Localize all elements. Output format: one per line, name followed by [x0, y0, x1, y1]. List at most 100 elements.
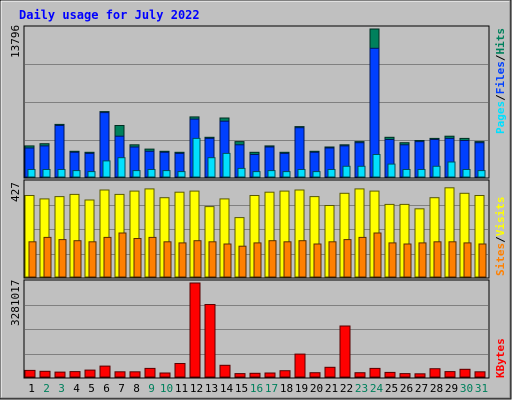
bar-pages	[237, 167, 246, 178]
bar-sites	[73, 240, 82, 278]
bar-kbytes	[144, 367, 156, 378]
legend-files: Files	[494, 61, 507, 94]
bar-pages	[147, 169, 156, 178]
bar-pages	[57, 169, 66, 178]
bar-sites	[43, 236, 52, 278]
bar-sites	[433, 241, 442, 278]
bar-kbytes	[129, 371, 141, 378]
bar-pages	[267, 170, 276, 178]
bar-sites	[223, 243, 232, 278]
bar-kbytes	[114, 371, 126, 378]
chart-panels	[23, 25, 490, 379]
bar-sites	[358, 236, 367, 278]
chart-panel	[23, 179, 490, 279]
bar-pages	[432, 165, 441, 178]
bar-sites	[388, 242, 397, 278]
bar-sites	[403, 243, 412, 278]
bar-pages	[312, 171, 321, 178]
x-tick-label: 16	[250, 382, 263, 395]
x-tick-label: 29	[445, 382, 458, 395]
x-tick-label: 6	[103, 382, 110, 395]
bar-sites	[28, 241, 37, 278]
bar-kbytes	[339, 325, 351, 378]
bar-kbytes	[459, 368, 471, 378]
bar-pages	[87, 171, 96, 178]
x-tick-label: 27	[415, 382, 428, 395]
x-tick-label: 25	[385, 382, 398, 395]
bar-pages	[282, 171, 291, 178]
bar-pages	[132, 170, 141, 178]
x-tick-label: 4	[73, 382, 80, 395]
bar-pages	[27, 169, 36, 178]
bar-kbytes	[279, 370, 291, 378]
bar-kbytes	[69, 371, 81, 378]
bar-kbytes	[219, 364, 231, 378]
bar-sites	[133, 238, 142, 278]
bar-pages	[162, 170, 171, 178]
bar-pages	[327, 169, 336, 178]
bar-pages	[72, 170, 81, 178]
bar-sites	[193, 240, 202, 278]
bar-kbytes	[294, 353, 306, 378]
bar-sites	[373, 232, 382, 278]
bar-sites	[268, 240, 277, 278]
x-tick-label: 14	[220, 382, 234, 395]
y-max-label-top: 13796	[9, 25, 22, 58]
bar-pages	[42, 169, 51, 178]
legend-pages: Pages	[494, 101, 507, 134]
bar-sites	[253, 242, 262, 278]
bar-kbytes	[384, 371, 396, 378]
bar-kbytes	[354, 372, 366, 378]
bar-kbytes	[39, 370, 51, 378]
legend-middle: Sites/Visits	[494, 197, 507, 277]
bar-pages	[207, 157, 216, 178]
x-tick-label: 10	[160, 382, 173, 395]
bar-sites	[448, 241, 457, 278]
bar-sites	[163, 241, 172, 278]
chart-panel	[23, 279, 490, 379]
bar-pages	[462, 169, 471, 178]
bar-pages	[177, 171, 186, 178]
x-tick-label: 1	[28, 382, 35, 395]
bar-sites	[103, 236, 112, 278]
bar-pages	[357, 165, 366, 178]
chart-title: Daily usage for July 2022	[19, 8, 200, 22]
bar-pages	[222, 152, 231, 178]
x-tick-label: 17	[265, 382, 278, 395]
bar-sites	[418, 242, 427, 278]
bar-kbytes	[174, 363, 186, 378]
bar-sites	[58, 239, 67, 278]
bar-kbytes	[264, 372, 276, 378]
bar-pages	[117, 157, 126, 178]
bar-sites	[328, 241, 337, 278]
bar-pages	[402, 169, 411, 178]
bar-kbytes	[429, 368, 441, 378]
x-tick-label: 3	[58, 382, 65, 395]
chart-panel	[23, 25, 490, 179]
bar-kbytes	[309, 372, 321, 378]
x-tick-label: 24	[370, 382, 384, 395]
x-tick-label: 21	[325, 382, 338, 395]
bar-kbytes	[204, 304, 216, 378]
x-tick-label: 30	[460, 382, 473, 395]
bar-kbytes	[24, 369, 36, 378]
x-tick-label: 23	[355, 382, 368, 395]
bar-sites	[298, 240, 307, 278]
legend-sites: Sites	[494, 243, 507, 276]
legend-visits: Visits	[494, 197, 507, 237]
bar-kbytes	[474, 371, 486, 378]
x-tick-label: 22	[340, 382, 353, 395]
legend-separator: /	[494, 54, 507, 61]
x-tick-label: 11	[175, 382, 188, 395]
x-tick-label: 5	[88, 382, 95, 395]
bar-pages	[447, 161, 456, 178]
y-max-label-middle: 427	[9, 182, 22, 202]
bar-pages	[477, 170, 486, 178]
bar-pages	[417, 169, 426, 178]
bar-sites	[178, 242, 187, 278]
x-tick-label: 12	[190, 382, 203, 395]
x-tick-label: 2	[43, 382, 50, 395]
bar-sites	[238, 245, 247, 278]
